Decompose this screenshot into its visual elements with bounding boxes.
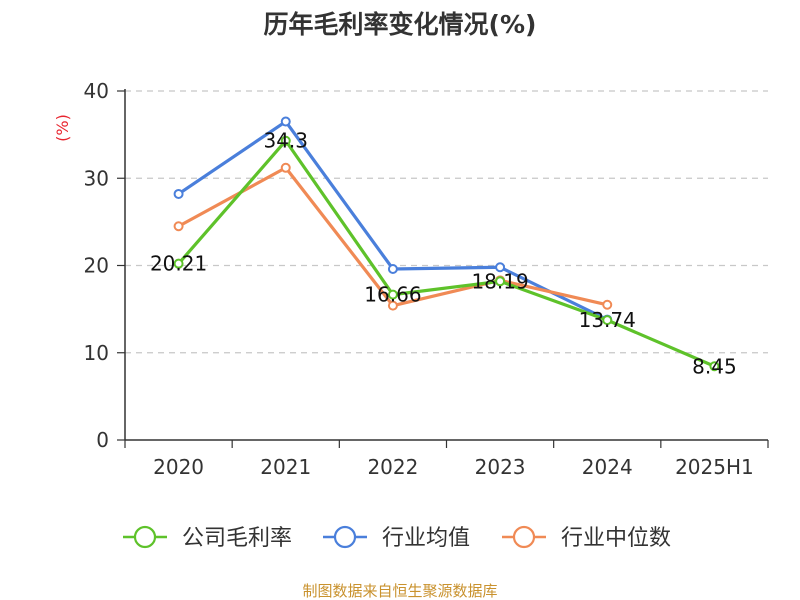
data-point[interactable] <box>280 135 291 146</box>
y-tick-label: 40 <box>84 79 109 103</box>
data-label: 18.19 <box>471 269 528 293</box>
x-tick-label: 2025H1 <box>675 455 754 479</box>
data-point[interactable] <box>602 315 613 326</box>
data-label: 16.66 <box>364 283 421 307</box>
data-point[interactable] <box>602 299 613 310</box>
x-tick-label: 2024 <box>582 455 633 479</box>
legend[interactable]: 公司毛利率 行业均值 行业中位数 <box>123 525 671 551</box>
data-point[interactable] <box>495 276 506 287</box>
data-point[interactable] <box>280 116 291 127</box>
y-axis-unit-label: (%) <box>53 114 72 142</box>
data-point[interactable] <box>387 263 398 274</box>
legend-circle-icon <box>512 525 536 549</box>
series-lines <box>173 116 720 372</box>
series-line <box>177 139 716 368</box>
series-2 <box>173 162 613 311</box>
legend-item[interactable]: 公司毛利率 <box>123 525 292 551</box>
legend-label: 行业中位数 <box>561 526 671 551</box>
legend-circle-icon <box>333 525 357 549</box>
x-tick-label: 2022 <box>367 455 418 479</box>
data-point[interactable] <box>280 162 291 173</box>
legend-item[interactable]: 行业中位数 <box>502 525 671 551</box>
x-tick-label: 2023 <box>475 455 526 479</box>
y-tick-label: 30 <box>84 166 109 190</box>
data-point[interactable] <box>173 188 184 199</box>
y-tick-label: 20 <box>84 254 109 278</box>
legend-item[interactable]: 行业均值 <box>323 525 470 551</box>
y-tick-label: 0 <box>96 428 109 452</box>
data-point[interactable] <box>495 262 506 273</box>
data-label: 34.3 <box>263 129 308 153</box>
data-point[interactable] <box>709 361 720 372</box>
data-point[interactable] <box>173 221 184 232</box>
x-tick-label: 2021 <box>260 455 311 479</box>
chart-title: 历年毛利率变化情况(%) <box>264 10 537 39</box>
legend-label: 公司毛利率 <box>182 526 292 551</box>
data-label: 13.74 <box>579 308 636 332</box>
data-labels: 20.21 34.3 16.66 18.19 13.74 8.45 <box>150 129 737 379</box>
data-label: 20.21 <box>150 252 207 276</box>
data-point[interactable] <box>387 289 398 300</box>
legend-label: 行业均值 <box>382 526 470 551</box>
y-tick-label: 10 <box>84 341 109 365</box>
series-0 <box>173 135 720 372</box>
grid-lines <box>125 90 768 354</box>
x-tick-label: 2020 <box>153 455 204 479</box>
source-note: 制图数据来自恒生聚源数据库 <box>302 582 497 600</box>
data-label: 8.45 <box>692 354 737 378</box>
data-point[interactable] <box>173 258 184 269</box>
axes: 0 10 20 30 40 2020 2021 2022 2023 2024 2025H1 <box>84 79 769 479</box>
legend-circle-icon <box>133 525 157 549</box>
data-point[interactable] <box>387 300 398 311</box>
